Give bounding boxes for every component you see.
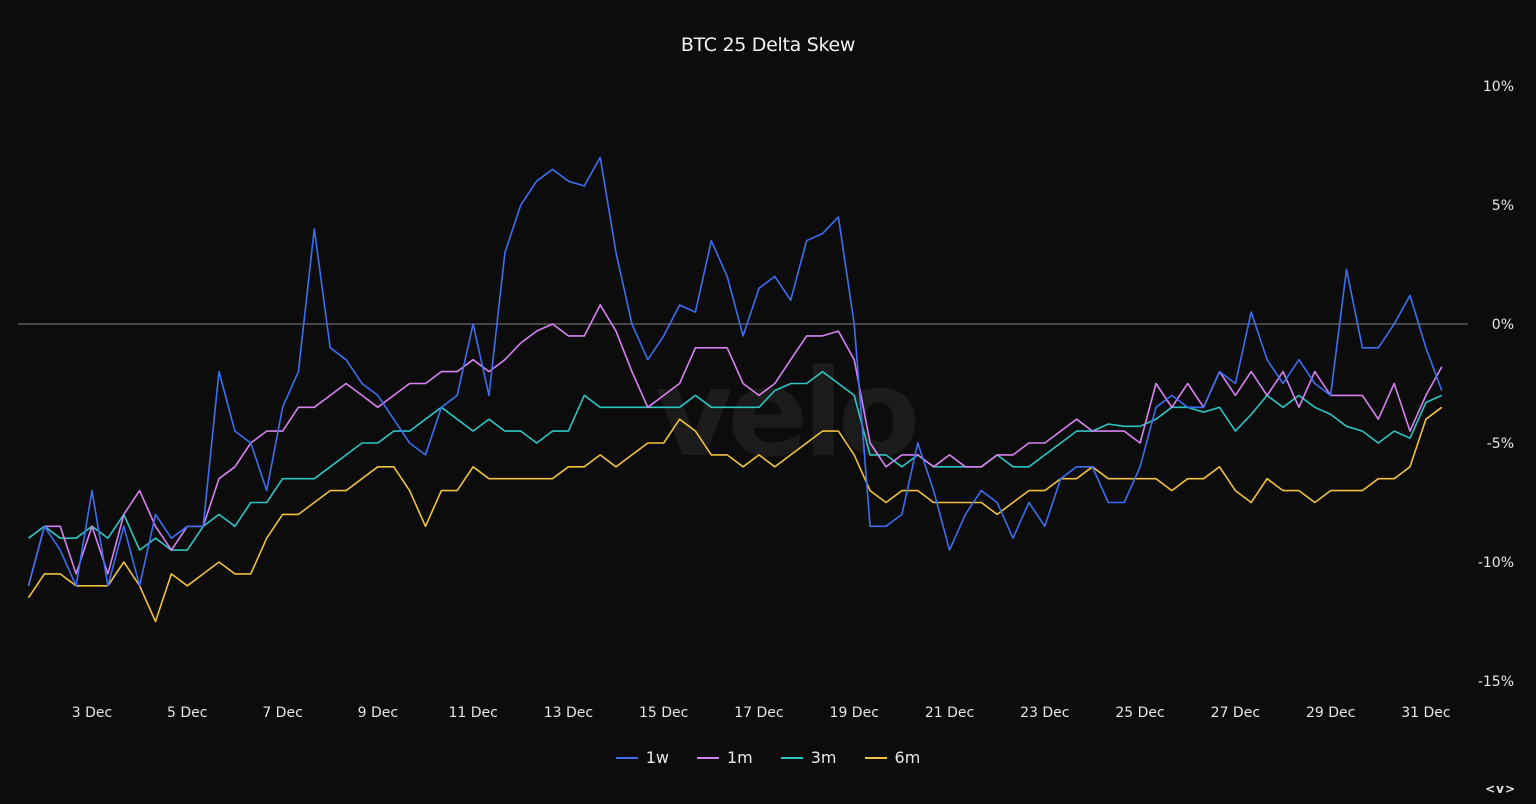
legend-swatch bbox=[615, 756, 638, 759]
legend-item-3m[interactable]: 3m bbox=[780, 748, 837, 767]
series-line-3m bbox=[28, 370, 1443, 551]
x-tick-label: 19 Dec bbox=[830, 705, 879, 721]
x-tick-label: 3 Dec bbox=[72, 705, 112, 721]
x-tick-label: 21 Dec bbox=[925, 705, 974, 721]
legend-item-1w[interactable]: 1w bbox=[615, 748, 669, 767]
x-tick-label: 7 Dec bbox=[262, 705, 302, 721]
x-tick-label: 9 Dec bbox=[358, 705, 398, 721]
chart-title: BTC 25 Delta Skew bbox=[680, 34, 856, 56]
x-tick-label: 5 Dec bbox=[167, 705, 207, 721]
x-tick-label: 31 Dec bbox=[1401, 705, 1450, 721]
legend-label: 1m bbox=[726, 748, 753, 767]
x-tick-label: 23 Dec bbox=[1020, 705, 1069, 721]
x-tick-label: 25 Dec bbox=[1115, 705, 1164, 721]
x-tick-label: 27 Dec bbox=[1211, 705, 1260, 721]
legend-label: 3m bbox=[810, 748, 837, 767]
x-tick-label: 29 Dec bbox=[1306, 705, 1355, 721]
velo-watermark: velo bbox=[655, 345, 920, 484]
legend-swatch bbox=[864, 756, 887, 759]
y-tick-label: 5% bbox=[1492, 198, 1514, 214]
series-line-6m bbox=[27, 406, 1443, 623]
legend-item-1m[interactable]: 1m bbox=[696, 748, 753, 767]
y-tick-label: -5% bbox=[1487, 436, 1514, 452]
legend-label: 6m bbox=[894, 748, 921, 767]
legend-label: 1w bbox=[645, 748, 669, 767]
legend: 1w 1m 3m 6m bbox=[0, 748, 1536, 767]
y-tick-label: 10% bbox=[1483, 79, 1514, 95]
x-tick-label: 11 Dec bbox=[448, 705, 497, 721]
x-tick-label: 13 Dec bbox=[544, 705, 593, 721]
velo-logo: <v> bbox=[1485, 782, 1516, 796]
y-tick-label: -10% bbox=[1478, 555, 1514, 571]
y-tick-label: 0% bbox=[1492, 317, 1514, 333]
legend-item-6m[interactable]: 6m bbox=[864, 748, 921, 767]
legend-swatch bbox=[696, 756, 719, 759]
legend-swatch bbox=[780, 756, 803, 759]
x-tick-label: 15 Dec bbox=[639, 705, 688, 721]
series-line-1w bbox=[27, 156, 1443, 587]
x-tick-label: 17 Dec bbox=[734, 705, 783, 721]
y-tick-label: -15% bbox=[1478, 674, 1514, 690]
series-line-1m bbox=[27, 304, 1443, 587]
